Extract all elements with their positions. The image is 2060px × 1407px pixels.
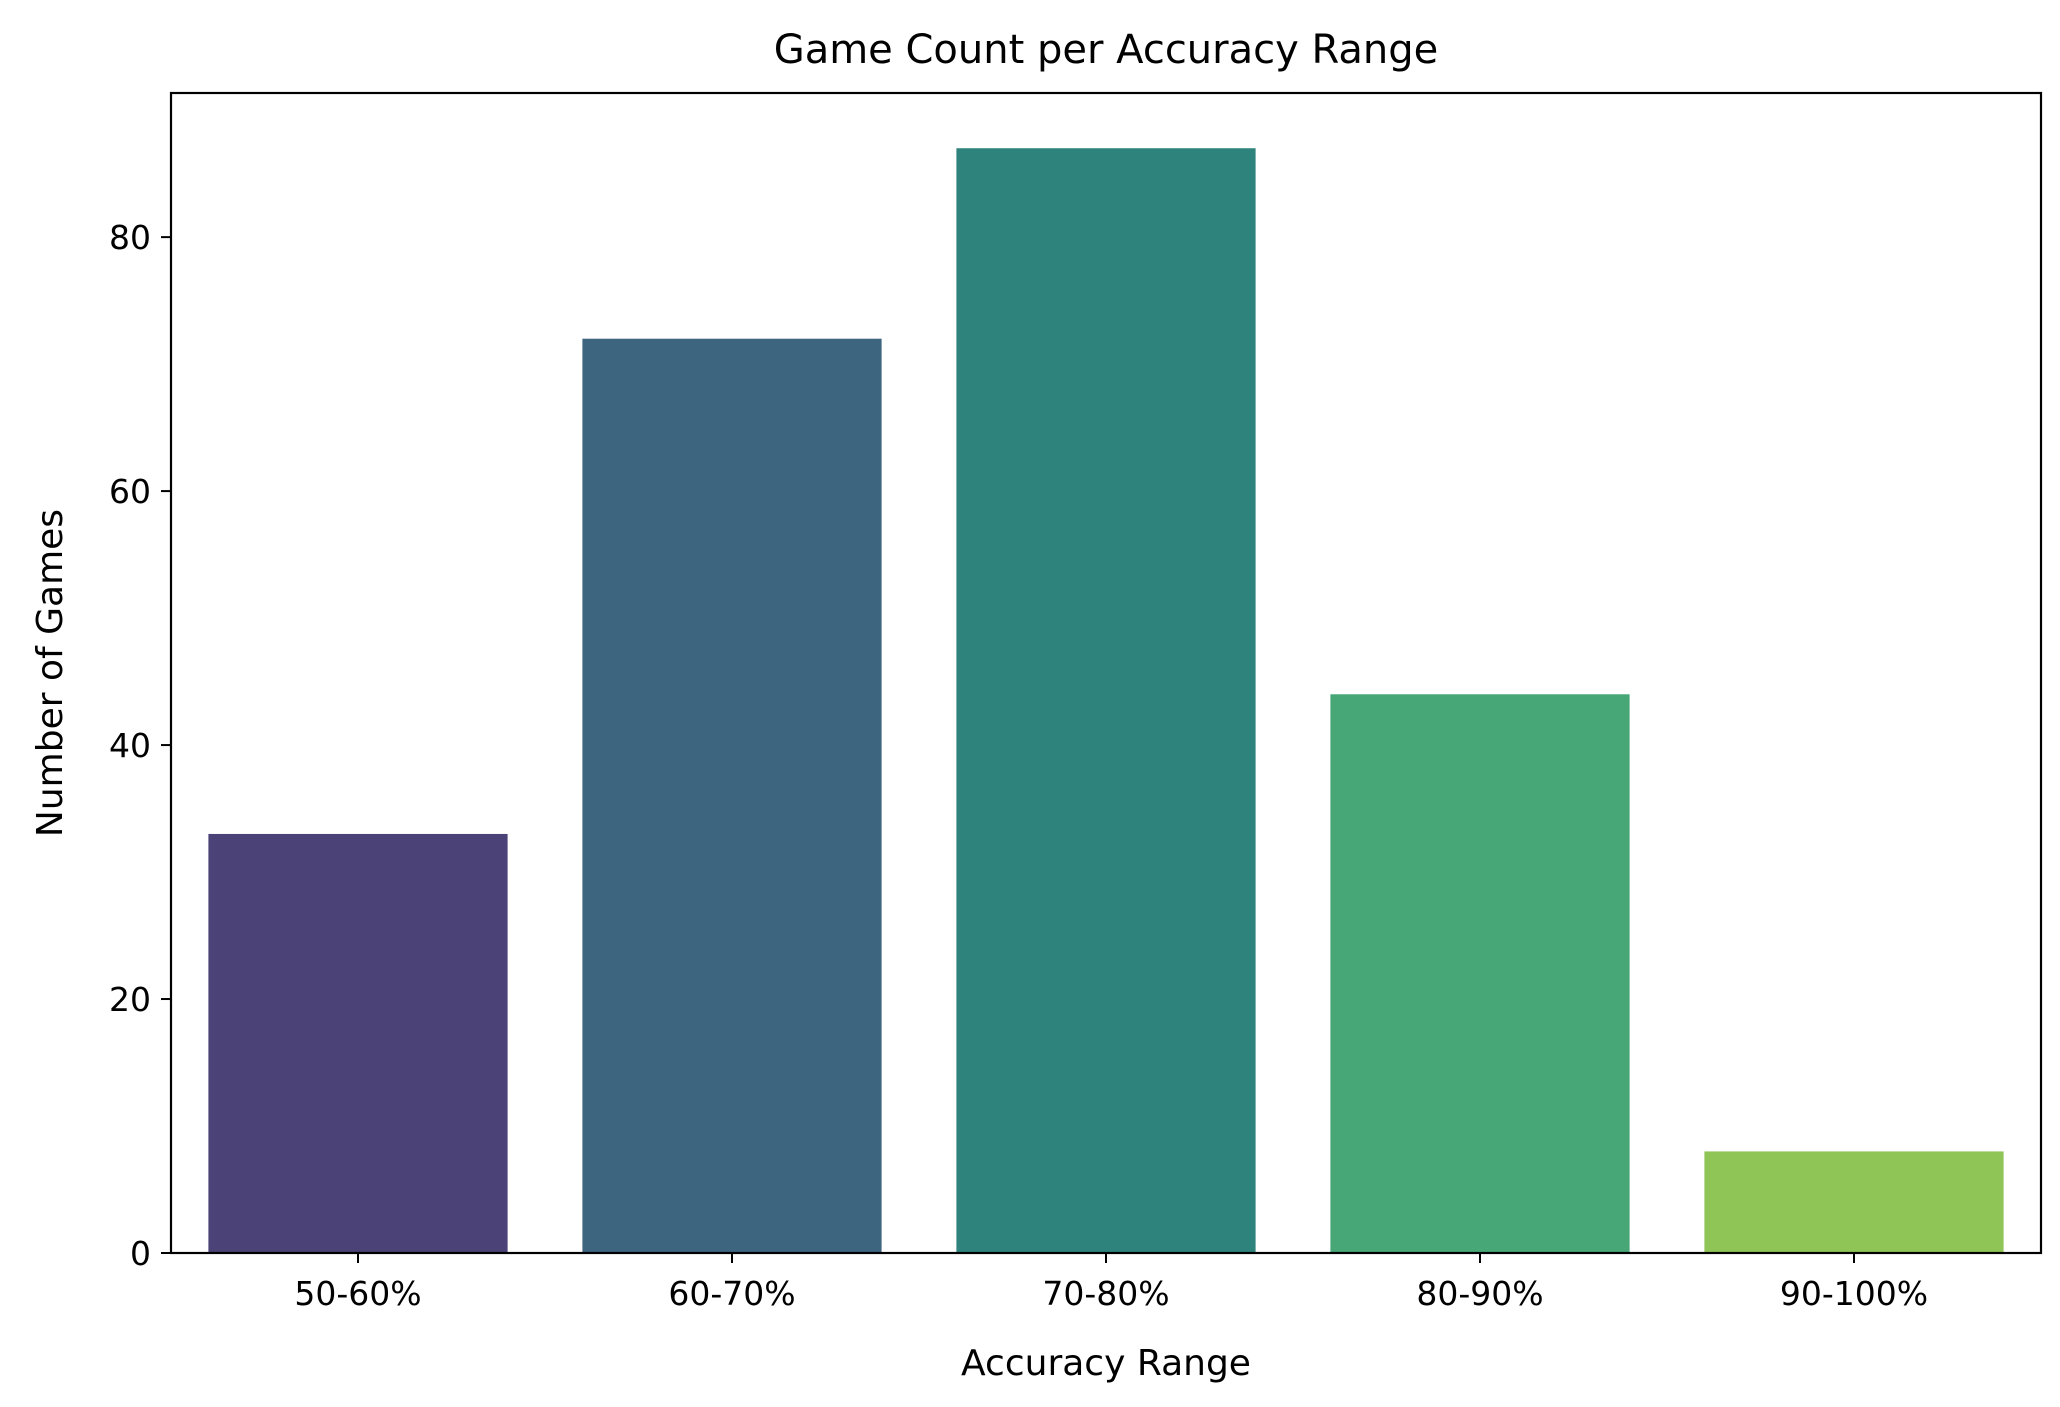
x-tick-label: 50-60% bbox=[294, 1274, 421, 1313]
y-tick-label: 0 bbox=[130, 1234, 151, 1273]
x-tick-label: 70-80% bbox=[1042, 1274, 1169, 1313]
bar-60-70% bbox=[582, 338, 882, 1253]
y-tick-label: 60 bbox=[109, 472, 151, 511]
x-tick-label: 90-100% bbox=[1780, 1274, 1928, 1313]
bar-90-100% bbox=[1704, 1151, 2004, 1253]
y-tick-label: 40 bbox=[109, 726, 151, 765]
bar-70-80% bbox=[956, 148, 1256, 1254]
y-axis-label: Number of Games bbox=[30, 509, 71, 837]
x-tick-label: 80-90% bbox=[1416, 1274, 1543, 1313]
x-tick-label: 60-70% bbox=[668, 1274, 795, 1313]
y-axis: 0 20 40 60 80 bbox=[109, 218, 171, 1273]
bars-group bbox=[208, 148, 2004, 1254]
bar-50-60% bbox=[208, 833, 508, 1253]
x-axis: 50-60% 60-70% 70-80% 80-90% 90-100% bbox=[294, 1253, 1928, 1313]
y-tick-label: 20 bbox=[109, 980, 151, 1019]
chart-title: Game Count per Accuracy Range bbox=[774, 27, 1439, 73]
x-axis-label: Accuracy Range bbox=[961, 1343, 1251, 1384]
y-tick-label: 80 bbox=[109, 218, 151, 257]
bar-80-90% bbox=[1330, 694, 1630, 1253]
